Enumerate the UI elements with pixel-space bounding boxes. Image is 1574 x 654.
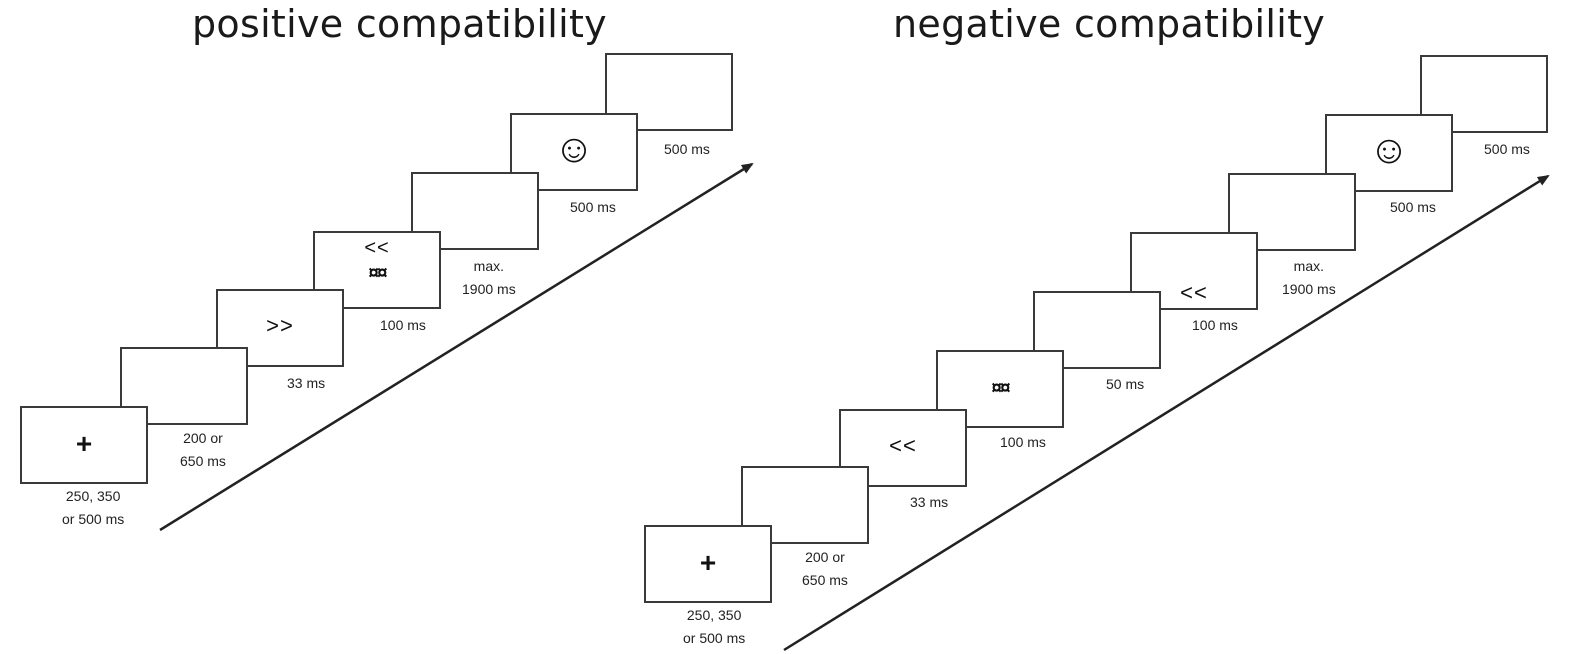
mask-icon: ¤¤ — [368, 263, 387, 284]
duration-label: 500 ms — [1390, 199, 1436, 215]
duration-label: 33 ms — [910, 494, 949, 510]
smiley-icon: ☺ — [553, 127, 595, 171]
duration-label: 200 or 650 ms — [802, 549, 848, 588]
fixation-cross: + — [699, 547, 717, 578]
frame-fixation: + — [20, 406, 148, 484]
duration-label: 500 ms — [664, 141, 710, 157]
duration-label: 100 ms — [380, 317, 426, 333]
duration-label: 33 ms — [287, 375, 326, 391]
duration-label: 100 ms — [1192, 317, 1238, 333]
duration-label: 500 ms — [570, 199, 616, 215]
target-arrows: << — [364, 237, 390, 259]
prime-arrows: << — [889, 433, 917, 458]
duration-label: 200 or 650 ms — [180, 430, 226, 469]
duration-label: 250, 350 or 500 ms — [62, 488, 125, 527]
title-negative-compatibility: negative compatibility — [893, 2, 1326, 46]
target-arrows: << — [1180, 280, 1208, 305]
prime-arrows: >> — [266, 313, 294, 338]
mask-icon: ¤¤ — [991, 378, 1010, 399]
smiley-icon: ☺ — [1368, 128, 1410, 172]
fixation-cross: + — [75, 428, 93, 459]
duration-label: 250, 350 or 500 ms — [683, 607, 746, 646]
duration-label: max. 1900 ms — [1282, 258, 1336, 297]
frame-fixation: + — [644, 525, 772, 603]
duration-label: 500 ms — [1484, 141, 1530, 157]
duration-label: 100 ms — [1000, 434, 1046, 450]
title-positive-compatibility: positive compatibility — [192, 2, 607, 46]
duration-label: 50 ms — [1106, 376, 1145, 392]
duration-label: max. 1900 ms — [462, 258, 516, 297]
